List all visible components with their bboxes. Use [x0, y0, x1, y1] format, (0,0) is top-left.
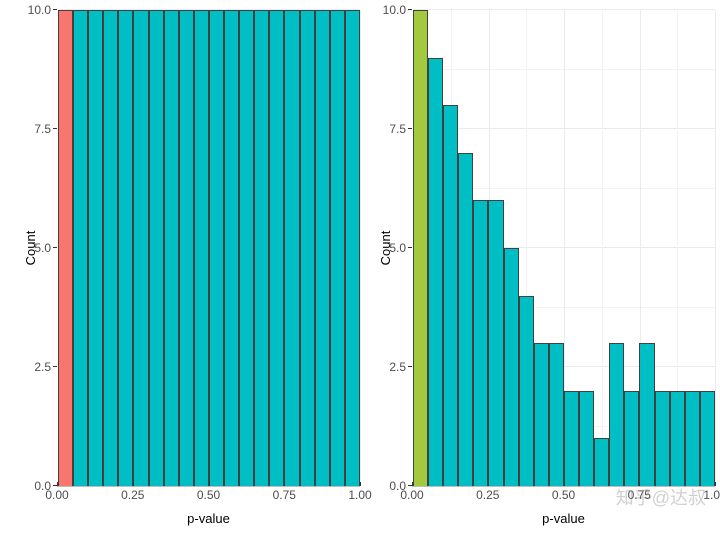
x-tick-label: 0.25 — [476, 488, 499, 502]
right-x-label: p-value — [542, 511, 585, 526]
histogram-bar — [473, 200, 488, 486]
right-x-axis: p-value 0.000.250.500.751.00 — [412, 486, 715, 528]
right-y-axis: Count 0.02.55.07.510.0 — [360, 10, 412, 486]
histogram-bar — [88, 10, 103, 486]
y-tick-label: 5.0 — [389, 241, 406, 255]
x-tick-label: 0.25 — [121, 488, 144, 502]
histogram-bar — [284, 10, 299, 486]
histogram-bar — [269, 10, 284, 486]
histogram-bar — [164, 10, 179, 486]
x-tick-label: 1.00 — [703, 488, 720, 502]
x-tick-label: 0.50 — [552, 488, 575, 502]
histogram-bar — [58, 10, 73, 486]
left-plot-area — [57, 10, 360, 486]
chart-container: Count 0.02.55.07.510.0 p-value 0.000.250… — [0, 0, 720, 538]
y-tick-label: 10.0 — [28, 3, 51, 17]
histogram-bar — [118, 10, 133, 486]
histogram-bar — [224, 10, 239, 486]
histogram-bar — [345, 10, 360, 486]
histogram-bar — [579, 391, 594, 486]
histogram-bar — [239, 10, 254, 486]
histogram-bar — [624, 391, 639, 486]
histogram-bar — [428, 58, 443, 486]
histogram-bar — [564, 391, 579, 486]
histogram-bar — [655, 391, 670, 486]
histogram-bar — [209, 10, 224, 486]
histogram-bar — [315, 10, 330, 486]
y-tick-label: 2.5 — [389, 360, 406, 374]
histogram-bar — [639, 343, 654, 486]
x-tick-label: 0.75 — [273, 488, 296, 502]
histogram-bar — [179, 10, 194, 486]
left-x-label: p-value — [187, 511, 230, 526]
histogram-bar — [103, 10, 118, 486]
y-tick-label: 10.0 — [383, 3, 406, 17]
histogram-bar — [133, 10, 148, 486]
x-tick-label: 0.00 — [400, 488, 423, 502]
histogram-bar — [300, 10, 315, 486]
right-bars — [413, 10, 715, 486]
y-tick-label: 5.0 — [34, 241, 51, 255]
histogram-bar — [594, 438, 609, 486]
left-panel: Count 0.02.55.07.510.0 p-value 0.000.250… — [5, 10, 360, 528]
left-bars — [58, 10, 360, 486]
x-tick-label: 0.75 — [628, 488, 651, 502]
histogram-bar — [254, 10, 269, 486]
histogram-bar — [609, 343, 624, 486]
left-x-axis: p-value 0.000.250.500.751.00 — [57, 486, 360, 528]
histogram-bar — [700, 391, 715, 486]
histogram-bar — [194, 10, 209, 486]
histogram-bar — [549, 343, 564, 486]
y-tick-label: 7.5 — [34, 122, 51, 136]
y-tick-label: 2.5 — [34, 360, 51, 374]
histogram-bar — [534, 343, 549, 486]
histogram-bar — [443, 105, 458, 486]
histogram-bar — [458, 153, 473, 486]
histogram-bar — [670, 391, 685, 486]
histogram-bar — [488, 200, 503, 486]
histogram-bar — [149, 10, 164, 486]
right-plot-area — [412, 10, 715, 486]
x-tick-label: 0.50 — [197, 488, 220, 502]
left-y-axis: Count 0.02.55.07.510.0 — [5, 10, 57, 486]
x-tick-label: 0.00 — [45, 488, 68, 502]
histogram-bar — [73, 10, 88, 486]
histogram-bar — [330, 10, 345, 486]
right-panel: Count 0.02.55.07.510.0 p-value 0.000.250… — [360, 10, 715, 528]
histogram-bar — [685, 391, 700, 486]
y-tick-label: 7.5 — [389, 122, 406, 136]
histogram-bar — [504, 248, 519, 486]
histogram-bar — [519, 296, 534, 486]
histogram-bar — [413, 10, 428, 486]
